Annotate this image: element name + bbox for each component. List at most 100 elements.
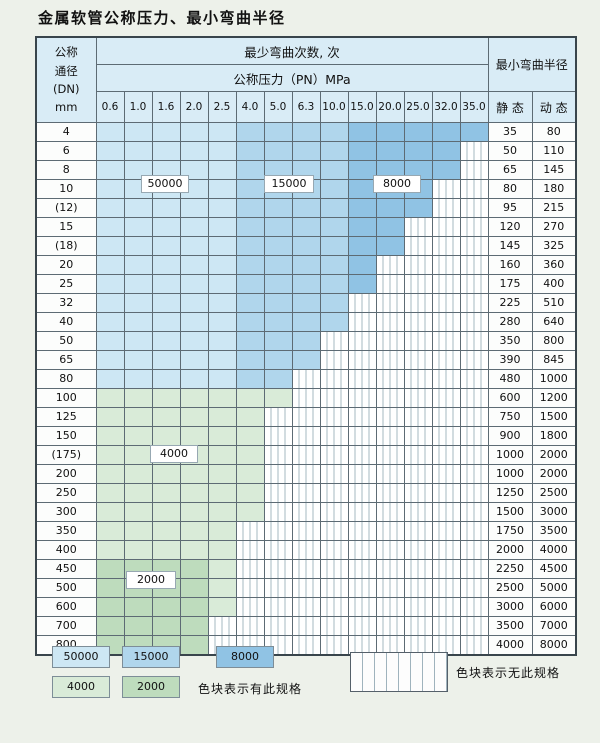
- dn-cell: 32: [35, 293, 97, 313]
- spec-cell: [207, 198, 237, 218]
- spec-cell: [319, 141, 349, 161]
- table-row: 15 120 270: [35, 217, 577, 237]
- spec-cell: [459, 616, 489, 636]
- bend-cycles-header: 最少弯曲次数, 次: [95, 36, 489, 65]
- spec-cell: [95, 559, 125, 579]
- spec-cell: [179, 274, 209, 294]
- spec-cell: [431, 597, 461, 617]
- spec-cell: [291, 521, 321, 541]
- table-row: 100 600 1200: [35, 388, 577, 408]
- spec-cell: [291, 350, 321, 370]
- dynamic-radius-cell: 360: [531, 255, 577, 275]
- static-radius-cell: 160: [487, 255, 533, 275]
- spec-cell: [151, 350, 181, 370]
- table-row: 800 4000 8000: [35, 635, 577, 656]
- spec-cell: [95, 236, 125, 256]
- pressure-value-header: 0.6: [95, 91, 125, 123]
- spec-cell: [375, 350, 405, 370]
- spec-cell: [403, 407, 433, 427]
- spec-cell: [235, 236, 265, 256]
- spec-cell: [431, 179, 461, 199]
- spec-cell: [207, 559, 237, 579]
- spec-cell: [235, 521, 265, 541]
- spec-cell: [123, 540, 153, 560]
- spec-cell: [347, 331, 377, 351]
- spec-cell: [207, 483, 237, 503]
- spec-cell: [347, 236, 377, 256]
- spec-cell: [375, 198, 405, 218]
- spec-cell: [291, 293, 321, 313]
- spec-cell: [403, 616, 433, 636]
- static-radius-cell: 2500: [487, 578, 533, 598]
- spec-cell: [95, 198, 125, 218]
- spec-cell: [235, 578, 265, 598]
- spec-cell: [459, 179, 489, 199]
- dn-cell: 125: [35, 407, 97, 427]
- spec-cell: [319, 179, 349, 199]
- spec-cell: [431, 445, 461, 465]
- pressure-value-header: 35.0: [459, 91, 489, 123]
- spec-cell: [347, 464, 377, 484]
- grid-label-50000: 50000: [141, 175, 189, 193]
- spec-cell: [207, 578, 237, 598]
- spec-cell: [207, 540, 237, 560]
- spec-cell: [431, 141, 461, 161]
- spec-cell: [263, 483, 293, 503]
- spec-cell: [319, 122, 349, 142]
- spec-cell: [179, 407, 209, 427]
- spec-cell: [431, 217, 461, 237]
- spec-cell: [375, 369, 405, 389]
- table-row: 80 480 1000: [35, 369, 577, 389]
- spec-cell: [459, 426, 489, 446]
- spec-cell: [95, 179, 125, 199]
- spec-cell: [95, 274, 125, 294]
- table-header: 公称 通径 (DN) mm 最少弯曲次数, 次 最小弯曲半径 公称压力（PN）M…: [35, 36, 577, 123]
- spec-cell: [123, 350, 153, 370]
- spec-cell: [291, 198, 321, 218]
- spec-cell: [95, 312, 125, 332]
- spec-cell: [403, 293, 433, 313]
- spec-cell: [291, 635, 321, 656]
- table-row: 450 2250 4500: [35, 559, 577, 579]
- spec-cell: [347, 179, 377, 199]
- spec-cell: [403, 236, 433, 256]
- legend-swatch-50000: 50000: [52, 646, 110, 668]
- spec-cell: [179, 331, 209, 351]
- spec-cell: [263, 198, 293, 218]
- static-radius-cell: 3000: [487, 597, 533, 617]
- spec-cell: [319, 160, 349, 180]
- spec-cell: [375, 597, 405, 617]
- spec-cell: [403, 274, 433, 294]
- spec-cell: [459, 160, 489, 180]
- pressure-value-header: 32.0: [431, 91, 461, 123]
- spec-cell: [151, 521, 181, 541]
- dynamic-header: 动 态: [531, 91, 577, 123]
- spec-cell: [375, 502, 405, 522]
- legend-swatch-15000: 15000: [122, 646, 180, 668]
- static-radius-cell: 1250: [487, 483, 533, 503]
- spec-cell: [319, 521, 349, 541]
- table-row: 25 175 400: [35, 274, 577, 294]
- spec-cell: [459, 597, 489, 617]
- static-radius-cell: 65: [487, 160, 533, 180]
- spec-cell: [207, 293, 237, 313]
- spec-cell: [179, 388, 209, 408]
- spec-cell: [235, 559, 265, 579]
- spec-cell: [95, 160, 125, 180]
- spec-cell: [403, 597, 433, 617]
- spec-cell: [151, 483, 181, 503]
- spec-cell: [179, 293, 209, 313]
- spec-cell: [123, 274, 153, 294]
- spec-cell: [95, 597, 125, 617]
- spec-cell: [291, 445, 321, 465]
- spec-cell: [347, 559, 377, 579]
- dynamic-radius-cell: 7000: [531, 616, 577, 636]
- spec-cell: [123, 369, 153, 389]
- spec-cell: [235, 388, 265, 408]
- spec-cell: [375, 635, 405, 656]
- spec-cell: [403, 445, 433, 465]
- spec-cell: [347, 521, 377, 541]
- spec-cell: [151, 255, 181, 275]
- grid-label-2000: 2000: [126, 571, 176, 589]
- spec-cell: [95, 483, 125, 503]
